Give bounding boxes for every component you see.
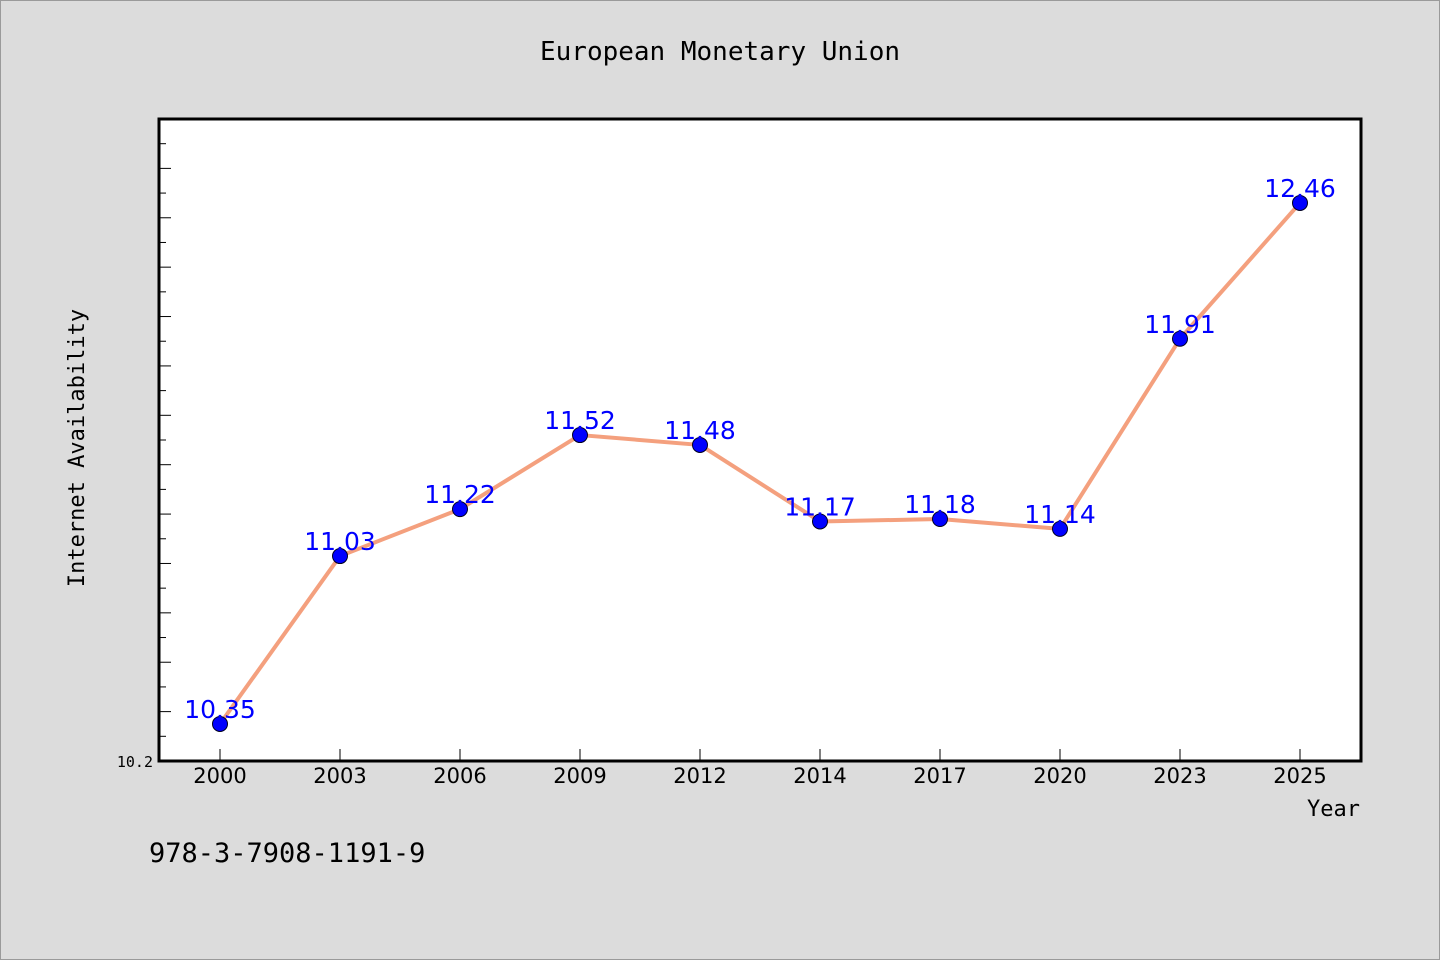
y-axis-ticks: 10.2: [117, 143, 171, 771]
series-line: [218, 201, 1302, 726]
data-point: [332, 548, 348, 565]
x-axis-label: Year: [1307, 797, 1360, 822]
data-point: [452, 501, 468, 518]
data-label: 11.22: [424, 480, 496, 509]
x-tick-label: 2020: [1033, 764, 1086, 788]
data-point: [212, 715, 228, 732]
data-point: [692, 436, 708, 453]
data-point: [932, 511, 948, 528]
data-point: [1052, 520, 1068, 537]
data-label: 11.18: [904, 490, 976, 519]
y-axis-label: Internet Availability: [65, 309, 90, 587]
x-tick-label: 2006: [433, 764, 486, 788]
data-point: [1292, 194, 1308, 211]
y-tick-label: 10.2: [117, 753, 153, 771]
x-axis-ticks: 2000 2003 2006 2009 2012 2014 2017 2020 2023 2025: [193, 749, 1327, 788]
data-label: 11.03: [304, 527, 376, 556]
data-label: 12.46: [1264, 174, 1336, 203]
x-tick-label: 2009: [553, 764, 606, 788]
data-label: 11.48: [664, 416, 736, 445]
x-tick-label: 2000: [193, 764, 246, 788]
x-tick-label: 2017: [913, 764, 966, 788]
x-tick-label: 2003: [313, 764, 366, 788]
x-tick-label: 2012: [673, 764, 726, 788]
footer-isbn: 978-3-7908-1191-9: [149, 838, 425, 869]
data-label: 10.35: [184, 695, 256, 724]
x-tick-label: 2023: [1153, 764, 1206, 788]
data-label: 11.14: [1024, 500, 1096, 529]
chart-title: European Monetary Union: [540, 37, 900, 67]
data-label: 11.52: [544, 406, 616, 435]
data-point: [572, 427, 588, 444]
data-point: [812, 513, 828, 530]
data-point: [1172, 330, 1188, 347]
x-tick-label: 2025: [1273, 764, 1326, 788]
x-tick-label: 2014: [793, 764, 846, 788]
series-group: 10.35 11.03 11.22 11.52 11.48 11.17 11.18 11.14…: [184, 174, 1336, 732]
plot-area: [157, 117, 1363, 763]
data-label: 11.91: [1144, 310, 1216, 339]
data-label: 11.17: [784, 492, 856, 521]
